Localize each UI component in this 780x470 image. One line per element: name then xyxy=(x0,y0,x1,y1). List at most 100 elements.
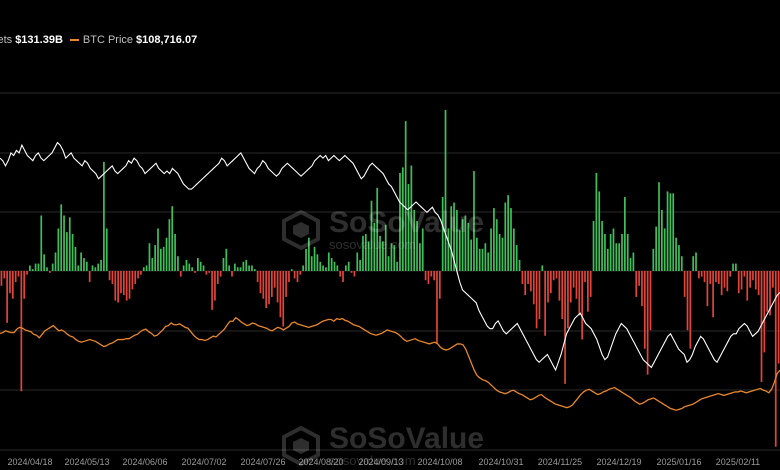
inflow-bar xyxy=(97,263,100,271)
outflow-bar xyxy=(114,271,117,301)
inflow-bar xyxy=(239,267,242,271)
inflow-bar xyxy=(162,246,165,271)
inflow-bar xyxy=(458,230,461,271)
outflow-bar xyxy=(433,271,435,281)
inflow-bar xyxy=(29,265,31,271)
inflow-bar xyxy=(404,121,407,272)
outflow-bar xyxy=(3,271,6,279)
inflow-bar xyxy=(518,259,521,271)
inflow-bar xyxy=(333,261,336,271)
outflow-bar xyxy=(575,271,578,299)
outflow-bar xyxy=(282,271,285,327)
inflow-bar xyxy=(234,263,236,271)
x-tick-label: 2024/04/18 xyxy=(7,457,52,467)
outflow-bar xyxy=(205,271,208,275)
outflow-bar xyxy=(288,271,290,283)
inflow-bar xyxy=(512,228,515,271)
net-inflow-bars xyxy=(0,110,780,447)
inflow-bar xyxy=(157,228,159,271)
outflow-bar xyxy=(23,271,26,299)
outflow-bar xyxy=(567,271,569,329)
inflow-bar xyxy=(655,226,658,271)
inflow-bar xyxy=(177,256,179,271)
inflow-bar xyxy=(202,265,205,271)
inflow-bar xyxy=(464,215,467,271)
inflow-bar xyxy=(364,234,367,271)
outflow-bar xyxy=(524,271,527,296)
outflow-bar xyxy=(769,271,771,316)
inflow-bar xyxy=(396,261,398,271)
legend-item-assets[interactable]: sets $131.39B xyxy=(0,34,63,46)
x-tick-label: 2024/08/20 xyxy=(298,457,343,467)
inflow-bar xyxy=(54,252,57,271)
outflow-bar xyxy=(211,271,213,310)
inflow-bar xyxy=(225,248,228,271)
inflow-bar xyxy=(34,263,37,271)
outflow-bar xyxy=(572,271,575,288)
outflow-bar xyxy=(635,271,638,297)
inflow-bar xyxy=(401,167,404,271)
inflow-bar xyxy=(31,269,34,271)
inflow-bar xyxy=(336,265,339,271)
legend-btc-label: BTC Price xyxy=(82,34,134,46)
inflow-bar xyxy=(604,234,606,271)
inflow-bar xyxy=(154,245,156,271)
outflow-bar xyxy=(216,271,219,284)
outflow-bar xyxy=(643,271,646,349)
outflow-bar xyxy=(140,271,142,275)
watermark-brand: SoSoValue xyxy=(329,206,485,239)
outflow-bar xyxy=(265,271,268,308)
inflow-bar xyxy=(251,265,253,271)
inflow-bar xyxy=(675,237,677,271)
inflow-bar xyxy=(313,246,316,271)
inflow-bar xyxy=(481,248,484,271)
sosovalue-logo-icon-bottom xyxy=(282,426,320,466)
inflow-bar xyxy=(91,265,94,271)
inflow-bar xyxy=(43,254,45,271)
inflow-bar xyxy=(390,243,393,271)
x-tick-label: 2025/01/16 xyxy=(656,457,701,467)
inflow-bar xyxy=(151,258,154,271)
chart-grid xyxy=(0,92,780,451)
inflow-bar xyxy=(165,237,168,271)
outflow-bar xyxy=(757,271,760,296)
chart-legend: sets $131.39B BTC Price $108,716.07 xyxy=(0,31,204,49)
outflow-bar xyxy=(586,271,589,312)
inflow-bar xyxy=(487,252,490,271)
outflow-bar xyxy=(683,271,686,297)
outflow-bar xyxy=(752,271,754,281)
inflow-bar xyxy=(407,184,410,271)
inflow-bar xyxy=(71,234,74,271)
inflow-bar xyxy=(592,221,595,271)
btc-price-line xyxy=(0,316,780,411)
x-tick-label: 2024/05/13 xyxy=(64,457,109,467)
outflow-bar xyxy=(256,271,259,283)
outflow-bar xyxy=(14,271,17,283)
outflow-bar xyxy=(436,271,438,344)
x-tick-label: 2024/07/02 xyxy=(181,457,226,467)
sosovalue-logo-icon xyxy=(282,210,320,250)
inflow-bar xyxy=(624,197,626,271)
watermark-site: sosovalue.com xyxy=(329,237,416,252)
outflow-bar xyxy=(578,271,581,316)
watermark-brand-bottom: SoSoValue xyxy=(329,422,485,455)
inflow-bar xyxy=(598,191,601,271)
inflow-bar xyxy=(478,248,481,271)
outflow-bar xyxy=(715,271,717,283)
inflow-bar xyxy=(68,217,71,271)
outflow-bar xyxy=(6,271,8,323)
outflow-bar xyxy=(723,271,726,288)
outflow-bar xyxy=(271,271,273,297)
inflow-bar xyxy=(319,261,322,271)
inflow-bar xyxy=(680,256,683,271)
outflow-bar xyxy=(279,271,282,318)
outflow-bar xyxy=(350,271,353,273)
inflow-bar xyxy=(601,221,603,271)
outflow-bar xyxy=(285,271,287,297)
legend-item-btc[interactable]: BTC Price $108,716.07 xyxy=(69,34,197,46)
inflow-bar xyxy=(159,248,162,271)
inflow-bar xyxy=(196,258,199,271)
outflow-bar xyxy=(641,271,643,307)
outflow-bar xyxy=(17,271,20,277)
